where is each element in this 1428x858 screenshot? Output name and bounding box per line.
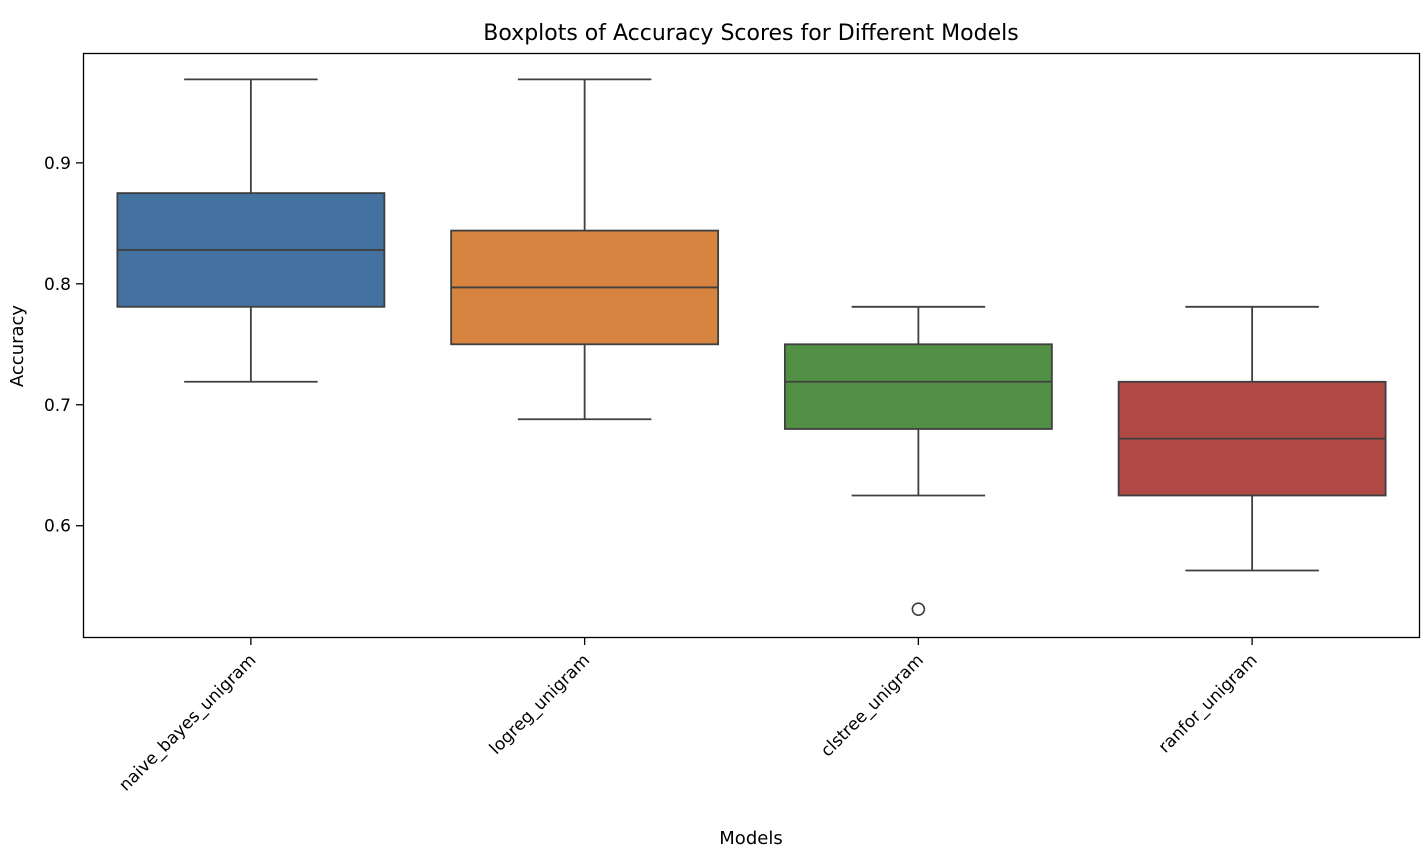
x-tick-label: logreg_unigram	[486, 650, 594, 758]
box-group-ranfor_unigram	[1117, 305, 1387, 572]
y-tick-label: 0.9	[44, 154, 71, 174]
outlier-point	[911, 602, 926, 616]
box-group-naive_bayes_unigram	[116, 78, 386, 383]
box-group-clstree_unigram	[783, 305, 1053, 616]
y-tick-label: 0.8	[44, 275, 71, 295]
x-axis: naive_bayes_unigram logreg_unigram clstree…	[115, 637, 1262, 795]
chart-title: Boxplots of Accuracy Scores for Differen…	[483, 21, 1018, 46]
box-clstree_unigram	[783, 343, 1053, 430]
x-tick-label: naive_bayes_unigram	[115, 650, 260, 795]
y-axis: 0.6 0.7 0.8 0.9	[44, 154, 84, 537]
plot-area	[116, 78, 1387, 616]
y-tick-label: 0.7	[44, 396, 71, 416]
y-axis-label: Accuracy	[7, 305, 28, 388]
y-tick-label: 0.6	[44, 517, 71, 537]
box-group-logreg_unigram	[450, 78, 720, 421]
x-tick-label: clstree_unigram	[817, 650, 928, 761]
x-tick-label: ranfor_unigram	[1155, 650, 1262, 757]
plot-frame	[82, 52, 1421, 639]
x-axis-label: Models	[719, 828, 782, 849]
